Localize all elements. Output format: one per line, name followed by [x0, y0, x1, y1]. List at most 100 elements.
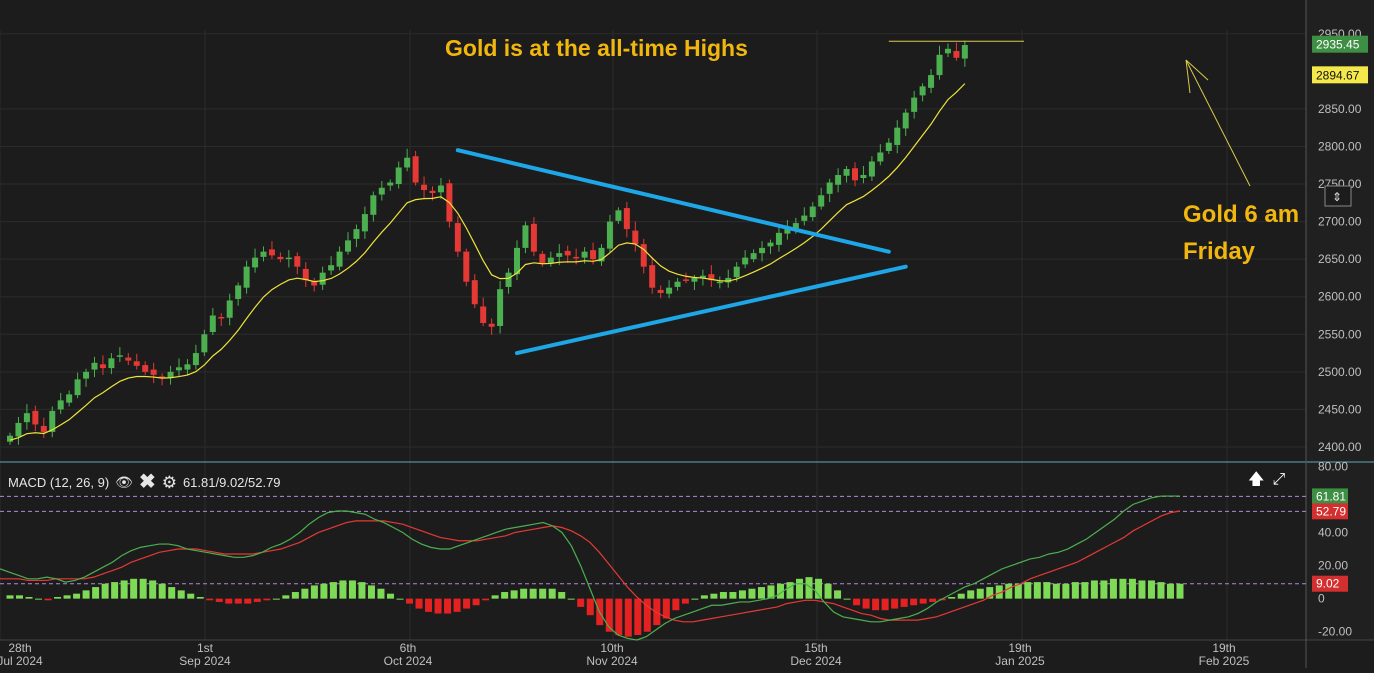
candle-body — [285, 257, 292, 260]
macd-histogram-bar — [710, 593, 718, 599]
x-axis-day-label: 15th — [804, 641, 827, 655]
macd-histogram-bar — [482, 598, 490, 601]
macd-histogram-bar — [548, 588, 556, 599]
macd-histogram-bar — [881, 598, 889, 611]
candle-body — [57, 400, 64, 410]
macd-histogram-bar — [339, 580, 347, 599]
macd-tick-label: 80.00 — [1318, 459, 1348, 473]
expand-icon[interactable]: ⤢ — [1272, 471, 1286, 488]
candle-body — [809, 206, 816, 218]
macd-histogram-bar — [510, 590, 518, 599]
candle-body — [530, 223, 537, 252]
macd-histogram-bar — [672, 598, 680, 611]
candle-body — [184, 364, 191, 370]
macd-histogram-bar — [310, 585, 318, 599]
macd-histogram-bar — [16, 595, 24, 599]
candle-body — [395, 167, 402, 185]
macd-histogram-bar — [272, 598, 280, 600]
candle-body — [328, 265, 335, 271]
macd-tick-label: 0 — [1318, 592, 1325, 606]
candle-body — [547, 257, 554, 264]
macd-histogram-bar — [253, 598, 261, 602]
macd-histogram-bar — [1062, 583, 1070, 599]
candle-body — [911, 97, 918, 112]
macd-line — [0, 495, 1180, 641]
candle-body — [852, 168, 858, 181]
macd-histogram-bar — [1090, 580, 1098, 599]
macd-histogram-bar — [786, 582, 794, 599]
macd-histogram-bar — [1052, 583, 1060, 599]
macd-histogram-bar — [900, 598, 908, 607]
x-axis-month-label: Jan 2025 — [995, 654, 1045, 668]
scale-handle-glyph: ⇕ — [1332, 190, 1342, 204]
macd-histogram-bar — [244, 598, 252, 604]
x-axis-month-label: Oct 2024 — [384, 654, 433, 668]
candle-body — [218, 316, 225, 319]
candle-body — [66, 394, 73, 403]
x-axis-month-label: Dec 2024 — [790, 654, 842, 668]
macd-histogram-bar — [329, 582, 337, 599]
macd-histogram-bar — [130, 578, 138, 599]
candle-body — [345, 240, 351, 252]
macd-histogram-bar — [567, 598, 575, 600]
price-tick-label: 2500.00 — [1318, 365, 1362, 379]
macd-histogram-bar — [1014, 583, 1022, 599]
macd-histogram-bar — [586, 598, 594, 616]
macd-histogram-bar — [662, 598, 670, 619]
macd-histogram-bar — [729, 592, 737, 599]
candle-body — [657, 289, 664, 293]
macd-histogram-bar — [92, 587, 100, 599]
candle-body — [370, 195, 377, 215]
macd-histogram-bar — [44, 598, 52, 601]
macd-histogram-bar — [177, 590, 185, 599]
macd-level-label: 61.81 — [1316, 489, 1346, 503]
macd-level-tag — [1312, 575, 1348, 592]
gear-icon[interactable]: ⚙ — [161, 472, 177, 492]
price-tick-label: 2650.00 — [1318, 252, 1362, 266]
candle-body — [361, 214, 368, 232]
candle-body — [99, 364, 106, 369]
close-icon[interactable]: ✖ — [138, 471, 156, 493]
price-tick-label: 2600.00 — [1318, 290, 1362, 304]
candle-body — [953, 51, 960, 58]
macd-histogram-bar — [891, 598, 899, 609]
macd-histogram-bar — [995, 585, 1003, 599]
candle-body — [378, 187, 385, 195]
annotation-arrow-head-right — [1185, 59, 1209, 81]
macd-histogram-bar — [776, 583, 784, 599]
macd-histogram-bar — [101, 583, 109, 599]
macd-histogram-bar — [263, 598, 271, 601]
macd-histogram-bar — [691, 598, 699, 600]
macd-histogram-bar — [386, 593, 394, 599]
candle-body — [505, 272, 512, 287]
candle-body — [708, 274, 715, 281]
macd-histogram-bar — [415, 598, 423, 609]
macd-histogram-bar — [615, 598, 623, 636]
candle-body — [725, 277, 732, 283]
macd-histogram-bar — [1024, 582, 1032, 599]
macd-values: 61.81/9.02/52.79 — [182, 474, 281, 490]
macd-tick-label: 20.00 — [1318, 559, 1348, 573]
macd-histogram-bar — [444, 598, 452, 614]
macd-histogram-bar — [605, 598, 613, 632]
candle-body — [40, 425, 47, 432]
macd-histogram-bar — [1147, 580, 1155, 599]
macd-name: MACD (12, 26, 9) — [8, 474, 110, 490]
eye-icon[interactable]: 👁 — [115, 474, 133, 490]
arrow-up-icon[interactable]: 🡅 — [1248, 471, 1265, 488]
candle-body — [868, 161, 875, 177]
candle-body — [581, 251, 588, 258]
macd-histogram-bar — [967, 590, 975, 599]
candle-body — [522, 225, 529, 248]
macd-histogram-bar — [1119, 578, 1127, 599]
macd-histogram-bar — [1081, 582, 1089, 599]
candle-body — [902, 112, 909, 129]
candle-body — [260, 251, 267, 257]
candle-body — [733, 266, 740, 278]
macd-histogram-bar — [73, 593, 81, 599]
candle-body — [243, 266, 250, 288]
macd-histogram-bar — [843, 598, 851, 600]
macd-histogram-bar — [738, 590, 746, 599]
macd-histogram-bar — [1005, 583, 1013, 599]
